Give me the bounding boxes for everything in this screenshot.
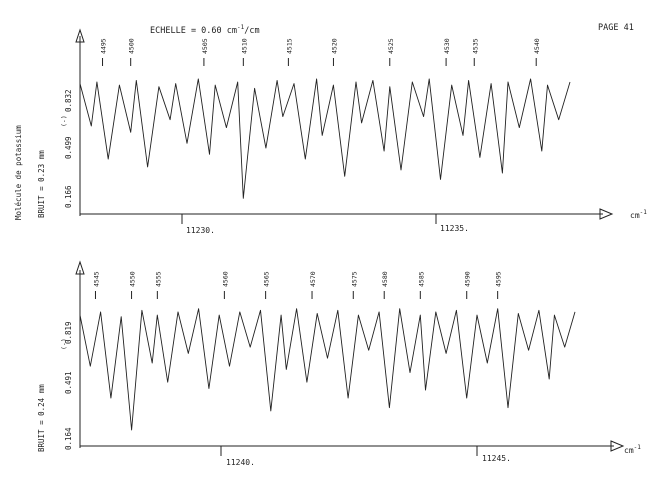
panel-2-line-number-labels: 4545 4550 4555 4560 4565 4570 4575 4580 4585 4590… [93,271,503,287]
panel-1-line-number-label: 4535 [471,38,479,54]
panel-1-line-number-label: 4510 [240,38,248,54]
panel-2-line-number-label: 4590 [464,271,472,287]
panel-2-log-label: (-) [60,338,68,350]
panel-1-line-number-label: 4525 [387,38,395,54]
panel-1-y-arrow [75,28,85,43]
panel-2: BRUIT = 0.24 mm (-) 0.819 0.491 0.164 11… [37,260,641,467]
panel-1-y-tick-label-3: 0.166 [64,185,73,208]
panel-1-line-markers [102,58,537,66]
panel-1-noise-label: BRUIT = 0.23 mm [37,150,46,218]
panel-2-y-arrow [75,260,85,275]
panel-2-line-number-label: 4565 [263,271,271,287]
panel-2-x-unit: cm-1 [624,444,641,455]
panel-2-y-tick-label-3: 0.164 [64,427,73,450]
panel-1-x-tick-label-2: 11235. [440,224,469,233]
panel-2-x-tick-label-2: 11245. [482,454,511,463]
panel-2-line-number-label: 4575 [350,271,358,287]
panel-1: Molécule de potassium BRUIT = 0.23 mm (-… [14,28,647,235]
panel-2-line-number-label: 4555 [154,271,162,287]
panel-1-line-number-labels: 4495 4500 4505 4510 4515 4520 4525 4530 4535 4540 [100,38,542,54]
panel-1-log-label: (-) [60,115,68,127]
panel-1-x-unit: cm-1 [630,209,647,220]
panel-2-line-number-label: 4570 [309,271,317,287]
panel-1-line-number-label: 4515 [285,38,293,54]
panel-1-line-number-label: 4505 [201,38,209,54]
panel-1-line-number-label: 4495 [100,38,108,54]
panel-1-line-number-label: 4530 [443,38,451,54]
panel-1-line-number-label: 4520 [330,38,338,54]
panel-2-line-number-label: 4585 [417,271,425,287]
panel-2-line-markers [94,291,499,299]
panel-2-x-tick-label-1: 11240. [226,458,255,467]
panel-2-line-number-label: 4560 [221,271,229,287]
panel-2-line-number-label: 4580 [381,271,389,287]
page-label: PAGE 41 [598,23,634,33]
panel-2-line-number-label: 4550 [129,271,137,287]
panel-2-line-number-label: 4545 [93,271,101,287]
panel-2-noise-label: BRUIT = 0.24 mm [37,384,46,452]
panel-1-spectrum-line [79,78,571,199]
panel-1-x-tick-label-1: 11230. [186,226,215,235]
panel-1-molecule-label: Molécule de potassium [14,125,23,220]
panel-1-line-number-label: 4500 [128,38,136,54]
panel-1-y-tick-label-1: 0.832 [64,89,73,112]
panel-1-x-arrow [599,208,614,220]
panel-2-y-tick-label-2: 0.491 [64,371,73,394]
panel-2-y-tick-label-1: 0.819 [64,321,73,344]
panel-1-line-number-label: 4540 [533,38,541,54]
panel-1-y-tick-label-2: 0.499 [64,136,73,159]
scale-label: ECHELLE = 0.60 cm-1/cm [150,24,260,36]
panel-2-line-number-label: 4595 [495,271,503,287]
panel-2-spectrum-line [79,308,576,431]
panel-2-x-arrow [610,440,625,452]
